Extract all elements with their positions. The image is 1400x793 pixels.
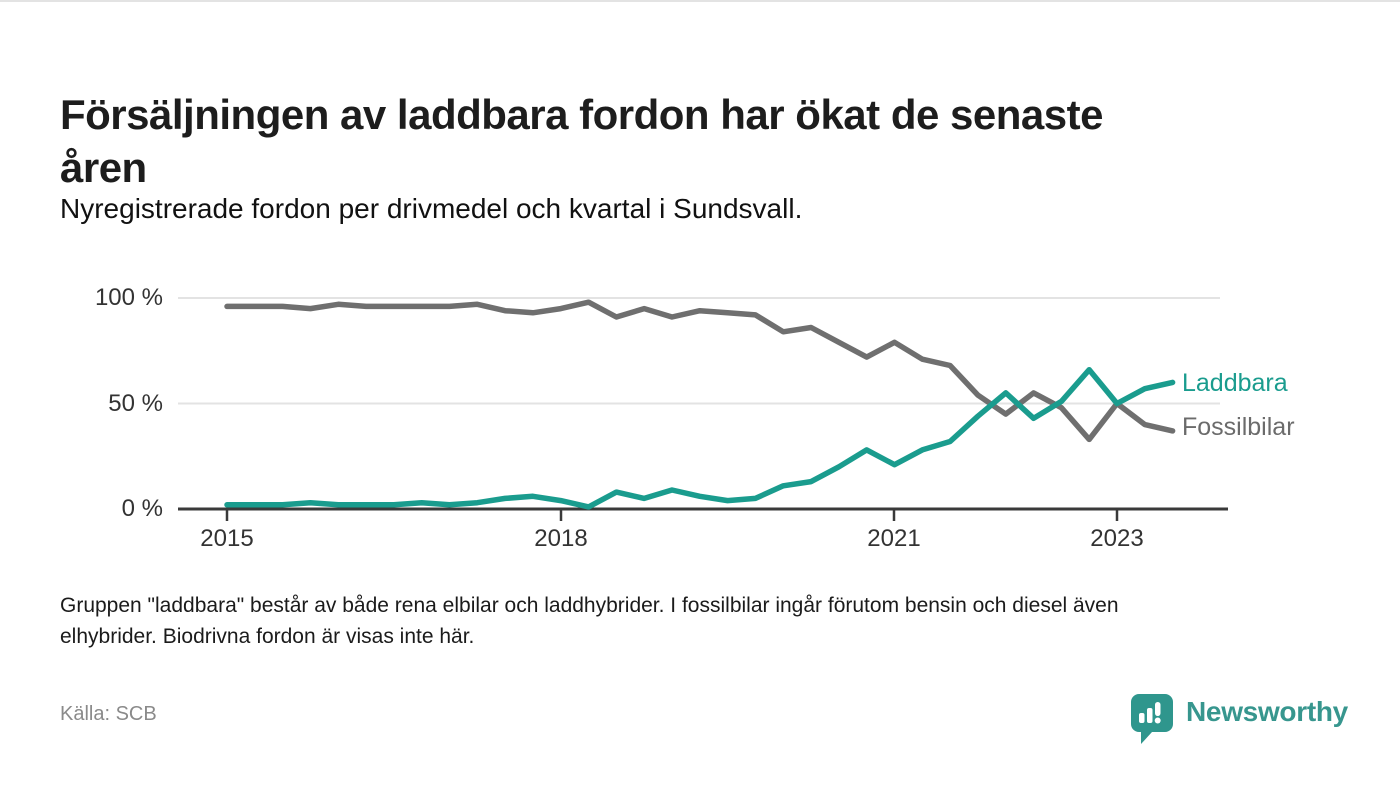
page-title-line-1: Försäljningen av laddbara fordon har öka…	[60, 91, 1103, 139]
chart-subtitle: Nyregistrerade fordon per drivmedel och …	[60, 193, 803, 224]
page-title: Försäljningen av laddbara fordon har öka…	[60, 88, 1320, 194]
fossilbilar-line	[224, 299, 1176, 443]
y-tick-label-100: 100 %	[94, 284, 163, 311]
top-border	[0, 0, 1400, 2]
y-tick-label-0: 0 %	[121, 495, 163, 522]
x-tick-label-2018: 2018	[534, 525, 588, 552]
x-tick-label-2021: 2021	[867, 525, 921, 552]
laddbara-line	[224, 366, 1176, 510]
brand-lockup: Newsworthy	[1130, 693, 1348, 744]
footnote-line-1: Gruppen "laddbara" består av både rena e…	[60, 594, 1119, 617]
x-tick-label-2023: 2023	[1090, 525, 1144, 552]
footnote-line-2: elhybrider. Biodrivna fordon är visas in…	[60, 625, 475, 648]
x-tick-label-2015: 2015	[200, 525, 254, 552]
page-title-line-2: åren	[60, 144, 147, 192]
chart-footnote: Gruppen "laddbara" består av både rena e…	[60, 590, 1360, 652]
source-label: Källa: SCB	[60, 703, 157, 725]
legend-label-laddbara: Laddbara	[1182, 369, 1288, 397]
newsworthy-logo-icon	[1131, 694, 1173, 744]
brand-name: Newsworthy	[1186, 696, 1348, 727]
y-tick-label-50: 50 %	[108, 390, 163, 417]
legend-label-fossilbilar: Fossilbilar	[1182, 413, 1295, 441]
